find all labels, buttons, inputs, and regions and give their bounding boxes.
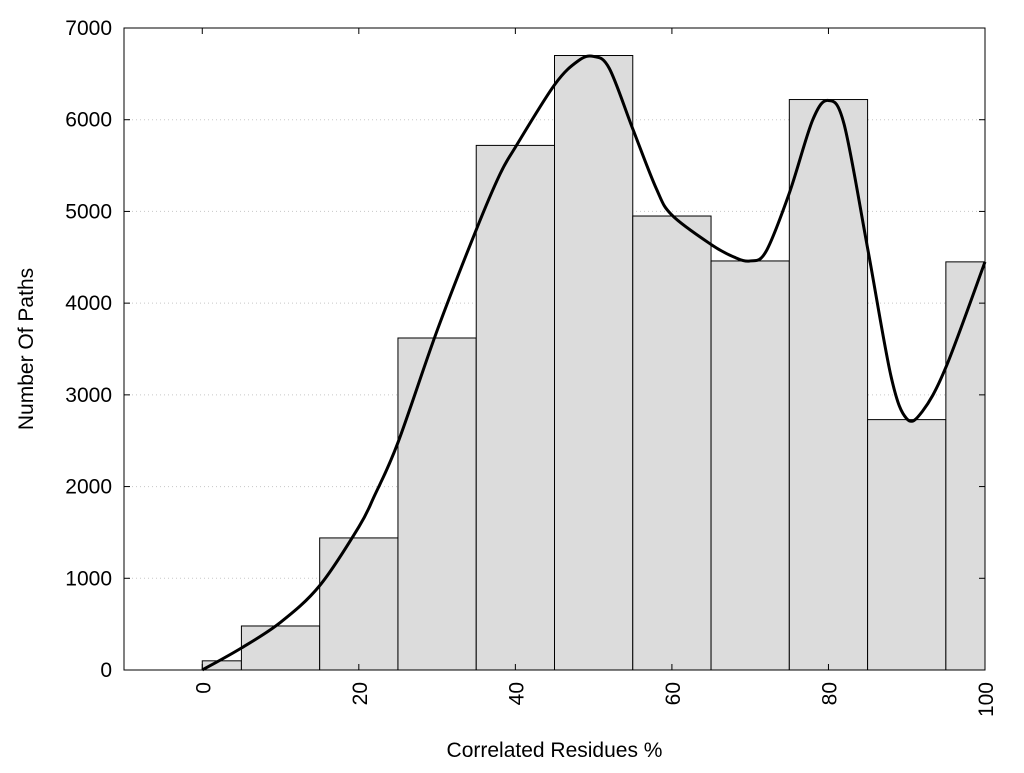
y-axis: 0 1000 2000 3000 4000 5000 6000 7000 [65,17,985,682]
y-tick-label: 1000 [65,567,112,590]
x-tick-label: 40 [505,682,528,705]
x-tick-label: 100 [975,682,998,717]
histogram-bar [554,55,634,671]
bars [201,55,986,671]
y-tick-label: 4000 [65,292,112,315]
y-tick-label: 2000 [65,476,112,499]
y-axis-title: Number Of Paths [15,268,38,430]
y-tick-label: 3000 [65,384,112,407]
histogram-bar [397,337,477,671]
x-tick-label: 0 [192,682,215,694]
histogram-bar [632,215,712,671]
density-curve [201,54,987,672]
histogram-bar [319,537,399,671]
y-tick-label: 6000 [65,109,112,132]
histogram-bar [475,144,555,671]
y-tick-label: 7000 [65,17,112,40]
histogram-bar [240,625,321,671]
histogram-bar [788,99,869,671]
x-tick-label: 20 [349,682,372,705]
x-tick-label: 60 [662,682,685,705]
histogram-bar [867,419,947,671]
x-axis: 0 20 40 60 80 100 [192,28,998,717]
histogram-bar [710,260,790,671]
x-tick-label: 80 [818,682,841,705]
x-axis-title: Correlated Residues % [447,739,663,762]
y-tick-label: 5000 [65,200,112,223]
plot-frame [123,27,986,671]
histogram-bar [945,261,986,671]
y-tick-label: 0 [100,659,112,682]
